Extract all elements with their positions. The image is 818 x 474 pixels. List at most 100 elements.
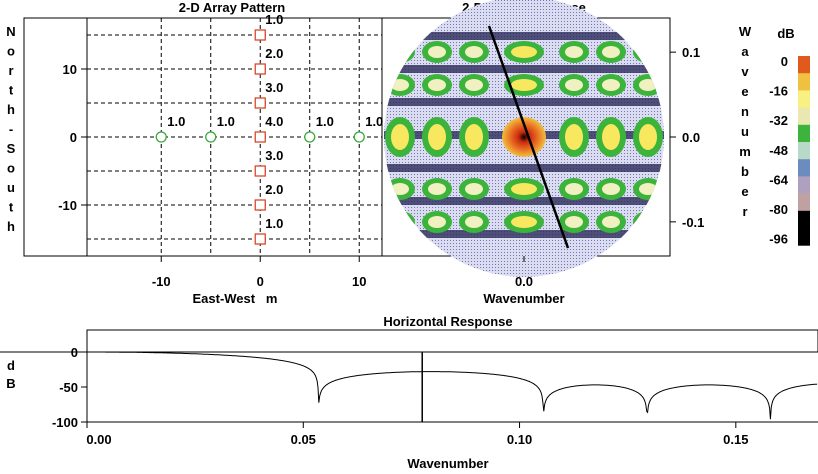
colorbar-label: -16 <box>769 84 788 99</box>
sidelobe-core <box>428 79 446 91</box>
sidelobe-core <box>511 79 537 91</box>
sidelobe-core <box>511 216 537 228</box>
east-west-axis-label: East-West m <box>192 291 277 306</box>
sidelobe-core <box>391 46 409 58</box>
element-weight-label: 3.0 <box>265 148 283 163</box>
array-elements: 1.0 2.0 3.0 4.0 3.0 2.0 1.0 1.0 1.0 1.0 1.0 <box>155 12 383 245</box>
axis-label-letter: W <box>739 24 752 39</box>
colorbar-swatch <box>798 228 810 246</box>
x-tick-label: 0.15 <box>723 432 748 447</box>
x-tick-label: 0.00 <box>86 432 111 447</box>
sidelobe-null-band <box>384 230 664 238</box>
sidelobe <box>633 211 663 233</box>
sidelobe-core <box>639 216 657 228</box>
x-tick-label: 0.0 <box>515 274 533 289</box>
colorbar-label: 0 <box>781 54 788 69</box>
sidelobe-core <box>465 124 483 150</box>
element-weight-label: 1.0 <box>316 114 334 129</box>
y-tick-label: 10 <box>63 62 77 77</box>
array-element-circle <box>155 131 167 143</box>
colorbar-swatch <box>798 193 810 212</box>
horizontal-response-header-box <box>86 329 818 353</box>
colorbar-swatch <box>798 56 810 74</box>
array-element-circle <box>304 131 316 143</box>
colorbar-swatch <box>798 124 810 143</box>
sidelobe-core <box>565 46 583 58</box>
colorbar-swatch <box>798 210 810 229</box>
array-element-square <box>254 131 266 143</box>
sidelobe-core <box>465 79 483 91</box>
axis-label-letter: o <box>7 44 15 59</box>
colorbar-swatch <box>798 142 810 160</box>
colorbar-label: -80 <box>769 202 788 217</box>
colorbar: 0 -16 -32 -48 -64 -80 -96 <box>769 54 810 247</box>
element-weight-label: 1.0 <box>365 114 383 129</box>
colorbar-label: -48 <box>769 143 788 158</box>
sidelobe <box>633 41 663 63</box>
sidelobe-null-band <box>384 98 664 106</box>
element-weight-label: 1.0 <box>217 114 235 129</box>
colorbar-swatch <box>798 73 810 91</box>
sidelobe-core <box>639 79 657 91</box>
array-pattern-grid <box>87 18 382 256</box>
y-tick-label: -0.1 <box>682 215 704 230</box>
y-tick-label: 0 <box>70 130 77 145</box>
element-weight-label: 3.0 <box>265 80 283 95</box>
sidelobe-core <box>602 183 620 195</box>
horizontal-wavenumber-label: Wavenumber <box>407 456 488 471</box>
x-tick-label: 0 <box>257 274 264 289</box>
colorbar-swatch <box>798 107 810 126</box>
element-weight-label: 2.0 <box>265 46 283 61</box>
sidelobe-core <box>511 183 537 195</box>
array-element-square <box>254 29 266 41</box>
x-tick-label: 0.10 <box>507 432 532 447</box>
y-tick-label: 0 <box>71 345 78 360</box>
sidelobe-core <box>602 216 620 228</box>
axis-label-letter: e <box>741 84 748 99</box>
y-tick-label: -10 <box>58 198 77 213</box>
colorbar-label: -64 <box>769 172 789 187</box>
y-tick-label: -50 <box>59 380 78 395</box>
array-element-square <box>254 199 266 211</box>
y-tick-label: 0.0 <box>682 130 700 145</box>
sidelobe-core <box>565 216 583 228</box>
sidelobe-core <box>391 183 409 195</box>
axis-label-letter: N <box>6 24 15 39</box>
sidelobe-core <box>602 124 620 150</box>
sidelobe-core <box>602 46 620 58</box>
x-tick-label: -10 <box>152 274 171 289</box>
axis-label-letter: S <box>7 141 16 156</box>
y-tick-label: -100 <box>52 415 78 430</box>
sidelobe-core <box>639 124 657 150</box>
horizontal-response-curve <box>87 351 818 420</box>
sidelobe-core <box>391 124 409 150</box>
element-weight-label: 2.0 <box>265 182 283 197</box>
axis-label-letter: r <box>8 63 13 78</box>
axis-label-letter: d <box>7 358 15 373</box>
sidelobe-core <box>602 79 620 91</box>
x-tick-label: 0.05 <box>291 432 316 447</box>
horizontal-response-title: Horizontal Response <box>383 314 512 329</box>
axis-label-letter: b <box>741 164 749 179</box>
azimuth-cut-line <box>487 25 570 249</box>
sidelobe-null-band <box>384 32 664 40</box>
element-weight-label: 4.0 <box>265 114 283 129</box>
colorbar-unit: dB <box>777 26 794 41</box>
wavenumber-axis-label: Wavenumber <box>483 291 564 306</box>
colorbar-swatch <box>798 176 810 195</box>
sidelobe-core <box>511 46 537 58</box>
axis-label-letter: t <box>9 83 14 98</box>
y-tick-label: 0.1 <box>682 45 700 60</box>
colorbar-label: -96 <box>769 232 788 247</box>
axis-label-letter: m <box>739 144 751 159</box>
sidelobe-core <box>639 183 657 195</box>
axis-label-letter: B <box>6 376 15 391</box>
x-tick-label: 10 <box>352 274 366 289</box>
axis-label-letter: o <box>7 161 15 176</box>
array-element-circle <box>205 131 217 143</box>
main-lobe <box>502 117 546 157</box>
sidelobe-core <box>565 183 583 195</box>
array-response-ticks: 0.0 0.1 0.0 -0.1 <box>515 45 704 289</box>
